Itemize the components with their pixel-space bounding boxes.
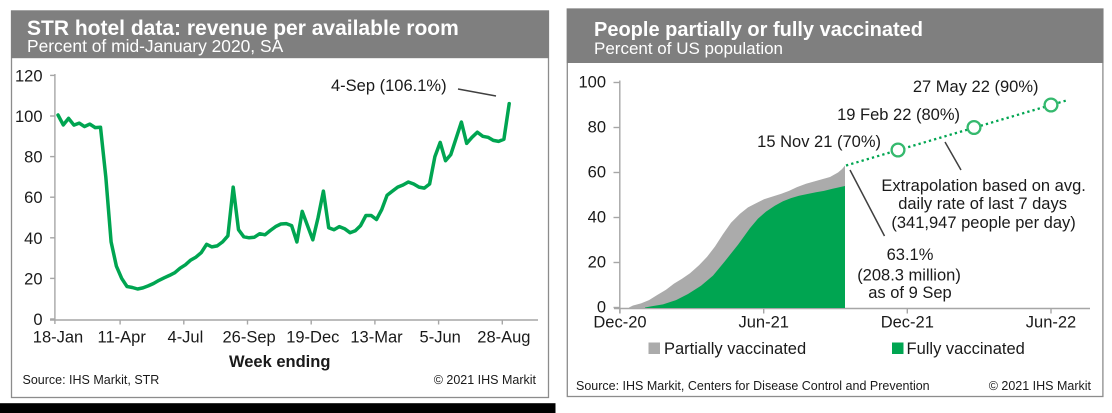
svg-text:40: 40 [588, 209, 606, 227]
svg-text:19-Dec: 19-Dec [286, 329, 339, 347]
svg-text:60: 60 [588, 164, 606, 182]
svg-text:60: 60 [24, 189, 42, 207]
svg-text:100: 100 [578, 74, 606, 92]
svg-text:11-Apr: 11-Apr [98, 329, 147, 347]
svg-text:People partially or fully vacc: People partially or fully vaccinated [594, 19, 923, 41]
svg-text:Dec-20: Dec-20 [593, 314, 646, 332]
svg-text:80: 80 [24, 149, 42, 167]
svg-text:4-Sep (106.1%): 4-Sep (106.1%) [331, 77, 447, 95]
svg-text:(341,947 people per day): (341,947 people per day) [891, 214, 1075, 232]
svg-text:4-Jul: 4-Jul [168, 329, 204, 347]
svg-text:120: 120 [15, 67, 43, 85]
svg-text:18-Jan: 18-Jan [33, 329, 83, 347]
svg-text:5-Jun: 5-Jun [420, 329, 461, 347]
svg-text:Jun-21: Jun-21 [738, 314, 788, 332]
svg-text:0: 0 [33, 311, 42, 329]
svg-text:80: 80 [588, 119, 606, 137]
svg-text:63.1%: 63.1% [887, 246, 934, 264]
svg-text:27 May 22 (90%): 27 May 22 (90%) [913, 78, 1039, 96]
svg-text:Percent of mid-January 2020, S: Percent of mid-January 2020, SA [27, 36, 284, 56]
svg-text:(208.3 million): (208.3 million) [857, 267, 961, 285]
svg-text:daily rate of last 7 days: daily rate of last 7 days [898, 195, 1067, 213]
svg-text:Partially vaccinated: Partially vaccinated [664, 340, 806, 358]
svg-text:Jun-22: Jun-22 [1026, 314, 1076, 332]
svg-text:as of 9 Sep: as of 9 Sep [868, 284, 951, 302]
svg-text:© 2021 IHS Markit: © 2021 IHS Markit [434, 373, 537, 387]
svg-text:Extrapolation based on avg.: Extrapolation based on avg. [881, 177, 1086, 195]
svg-text:Week ending: Week ending [229, 353, 330, 371]
svg-text:Dec-21: Dec-21 [881, 314, 934, 332]
svg-text:© 2021 IHS Markit: © 2021 IHS Markit [989, 379, 1092, 393]
svg-text:40: 40 [24, 230, 42, 248]
svg-text:Source: IHS Markit, Centers fo: Source: IHS Markit, Centers for Disease … [576, 379, 930, 393]
svg-text:Percent of US population: Percent of US population [594, 39, 783, 58]
svg-text:28-Aug: 28-Aug [477, 329, 530, 347]
svg-text:20: 20 [24, 270, 42, 288]
svg-text:15 Nov 21 (70%): 15 Nov 21 (70%) [757, 133, 881, 151]
svg-text:100: 100 [15, 108, 43, 126]
svg-text:Source: IHS Markit, STR: Source: IHS Markit, STR [23, 373, 160, 387]
svg-text:26-Sep: 26-Sep [222, 329, 275, 347]
svg-text:19 Feb 22 (80%): 19 Feb 22 (80%) [837, 106, 960, 124]
svg-text:STR hotel data: revenue per av: STR hotel data: revenue per available ro… [27, 17, 459, 40]
svg-text:Fully vaccinated: Fully vaccinated [907, 340, 1025, 358]
svg-text:20: 20 [588, 254, 606, 272]
svg-text:13-Mar: 13-Mar [350, 329, 403, 347]
svg-text:0: 0 [597, 299, 606, 317]
